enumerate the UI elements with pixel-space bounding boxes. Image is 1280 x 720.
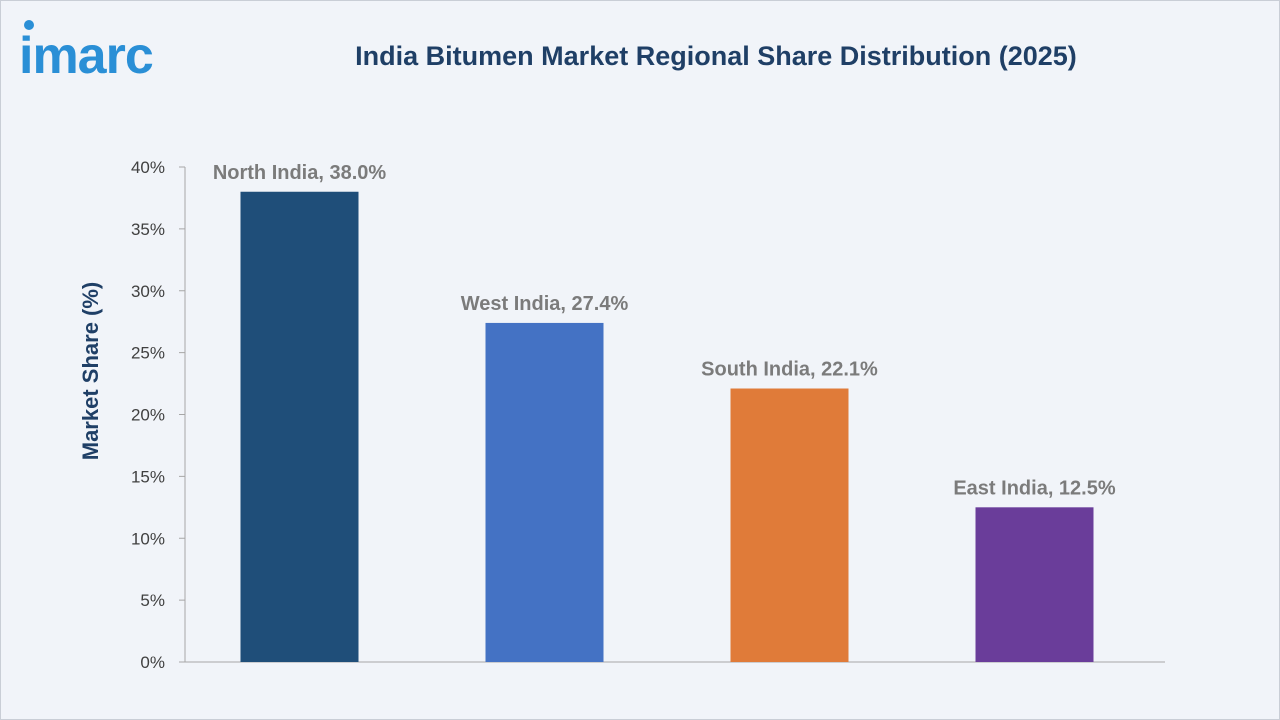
data-label: West India, 27.4% xyxy=(461,293,629,315)
bars xyxy=(240,191,1094,662)
logo-text: imarc xyxy=(21,27,153,81)
chart-title: India Bitumen Market Regional Share Dist… xyxy=(355,41,1077,71)
axes: 0% 5% 10% 15% 20% 25% 30% 35% 40% xyxy=(131,158,1165,672)
bar-south-india xyxy=(730,388,849,662)
y-axis-label: Market Share (%) xyxy=(78,282,103,461)
data-label: East India, 12.5% xyxy=(953,477,1116,499)
data-label: South India, 22.1% xyxy=(701,359,878,381)
y-tick-label: 15% xyxy=(131,467,165,486)
y-tick-label: 40% xyxy=(131,158,165,177)
y-tick-label: 0% xyxy=(140,653,165,672)
y-tick-label: 30% xyxy=(131,282,165,301)
bar-east-india xyxy=(975,507,1094,662)
y-tick-label: 35% xyxy=(131,220,165,239)
bar-north-india xyxy=(240,191,359,662)
y-tick-label: 25% xyxy=(131,344,165,363)
y-tick-label: 20% xyxy=(131,406,165,425)
data-label: North India, 38.0% xyxy=(213,162,387,184)
y-tick-label: 10% xyxy=(131,529,165,548)
bar-west-india xyxy=(485,322,604,662)
y-tick-label: 5% xyxy=(140,591,165,610)
imarc-logo: imarc xyxy=(21,20,154,81)
data-labels: North India, 38.0% West India, 27.4% South… xyxy=(213,162,1116,500)
